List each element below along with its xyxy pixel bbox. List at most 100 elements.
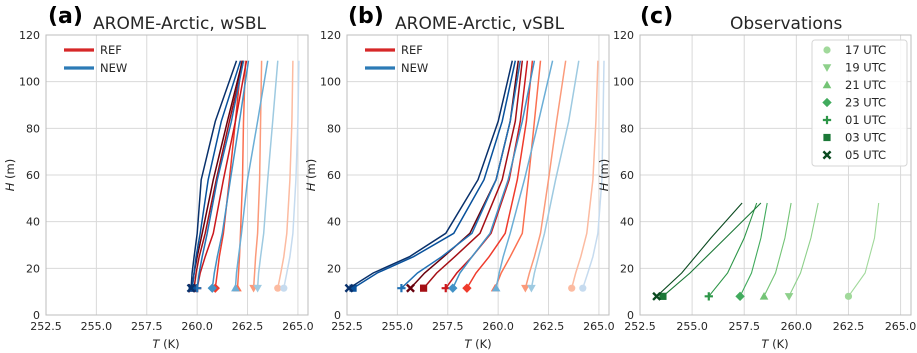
series-line-b-new-11 — [400, 60, 522, 289]
series-marker-b-new-11 — [397, 284, 406, 293]
series-line-c-obs-1 — [788, 202, 819, 297]
series-line-c-obs-3 — [739, 202, 768, 297]
series-line-b-ref-2 — [494, 60, 542, 289]
series-line-c-obs-6 — [656, 202, 743, 297]
series-line-c-obs-2 — [763, 202, 792, 297]
xlabel-a: T (K) — [152, 337, 179, 351]
series-line-a-ref-4 — [196, 60, 248, 289]
series-line-b-new-7 — [582, 60, 605, 289]
xlabel-var-b: T — [464, 337, 472, 351]
ylabel-unit-b: (m) — [304, 159, 318, 183]
ylabel-a: H (m) — [3, 159, 17, 192]
legend-b: REF NEW — [365, 43, 428, 75]
legend-marker-c-1 — [822, 64, 832, 72]
y-tick-label-a-6: 120 — [19, 29, 40, 42]
y-tick-label-a-1: 20 — [26, 262, 40, 275]
legend-marker-c-5 — [823, 133, 831, 142]
legend-label-c-2: 21 UTC — [845, 78, 886, 92]
y-tick-label-a-4: 80 — [26, 122, 40, 135]
y-tick-label-b-5: 100 — [320, 76, 341, 89]
series-line-a-new-13 — [190, 60, 238, 289]
legend-label-c-3: 23 UTC — [845, 96, 886, 110]
xlabel-unit-c: (K) — [768, 337, 788, 351]
series-marker-c-obs-6 — [652, 291, 662, 301]
panel-title-b: AROME-Arctic, vSBL — [395, 14, 565, 34]
series-line-b-ref-3 — [466, 60, 534, 289]
series-a — [186, 60, 300, 293]
y-tick-label-c-5: 100 — [613, 76, 634, 89]
plot-frame-c — [639, 34, 912, 316]
x-tick-label-c-5: 265.0 — [885, 320, 917, 333]
x-tick-label-b-1: 255.0 — [382, 320, 414, 333]
series-marker-a-new-7 — [280, 284, 288, 292]
panel-letter-c: (c) — [640, 4, 673, 29]
y-tick-label-b-2: 40 — [327, 216, 341, 229]
x-tick-label-c-0: 252.5 — [624, 320, 656, 333]
y-tick-label-c-6: 120 — [613, 29, 634, 42]
x-tick-label-b-4: 262.5 — [533, 320, 565, 333]
legend-marker-c-3 — [822, 97, 832, 108]
legend-marker-c-2 — [822, 80, 832, 89]
legend-label-new-a: NEW — [100, 61, 127, 75]
series-marker-b-new-10 — [448, 283, 458, 293]
series-marker-b-new-7 — [579, 284, 587, 292]
series-marker-a-new-10 — [207, 283, 217, 293]
y-tick-label-a-2: 40 — [26, 216, 40, 229]
series-c — [652, 202, 880, 302]
series-line-a-new-11 — [196, 60, 245, 289]
series-line-c-obs-0 — [848, 202, 880, 297]
xticks-c: 252.5 255.0 257.5 260.0 262.5 265.0 — [624, 320, 916, 333]
y-tick-label-c-1: 20 — [620, 262, 634, 275]
series-marker-b-new-12 — [349, 284, 357, 292]
series-line-b-new-9 — [495, 60, 554, 289]
legend-label-c-4: 01 UTC — [845, 113, 886, 127]
x-tick-label-c-3: 260.0 — [781, 320, 813, 333]
ylabel-c: H (m) — [597, 159, 611, 192]
ylabel-unit-c: (m) — [597, 159, 611, 183]
series-line-b-new-12 — [352, 60, 517, 289]
series-marker-c-obs-3 — [735, 291, 745, 302]
ylabel-b: H (m) — [304, 159, 318, 192]
series-line-b-new-8 — [530, 60, 580, 289]
series-marker-a-new-8 — [253, 284, 262, 293]
x-tick-label-b-2: 257.5 — [432, 320, 464, 333]
x-tick-label-c-4: 262.5 — [833, 320, 865, 333]
panel-letter-a: (a) — [48, 4, 83, 29]
series-marker-c-obs-1 — [784, 293, 794, 301]
legend-label-new-b: NEW — [401, 61, 428, 75]
y-tick-label-c-0: 0 — [627, 309, 634, 322]
series-line-c-obs-5 — [662, 202, 762, 297]
yticks-c: 0 20 40 60 80 100 120 — [613, 29, 634, 322]
yticks-b: 0 20 40 60 80 100 120 — [320, 29, 341, 322]
x-tick-label-b-3: 260.0 — [482, 320, 514, 333]
series-line-a-ref-2 — [236, 60, 247, 289]
series-marker-b-new-9 — [491, 283, 501, 292]
y-tick-label-a-3: 60 — [26, 169, 40, 182]
series-line-a-new-9 — [234, 60, 269, 289]
y-tick-label-b-1: 20 — [327, 262, 341, 275]
legend-label-c-1: 19 UTC — [845, 61, 886, 75]
legend-label-c-0: 17 UTC — [845, 43, 886, 57]
ylabel-var-a: H — [3, 182, 17, 191]
xlabel-unit-a: (K) — [159, 337, 179, 351]
legend-c: 17 UTC 19 UTC 21 UTC 23 UTC 01 UTC 03 UTC 05 U… — [811, 39, 908, 167]
series-marker-b-ref-0 — [568, 284, 576, 292]
series-line-b-new-13 — [348, 60, 514, 289]
x-tick-label-a-2: 257.5 — [131, 320, 163, 333]
legend-a: REF NEW — [64, 43, 127, 75]
xlabel-unit-b: (K) — [471, 337, 491, 351]
x-tick-label-a-1: 255.0 — [81, 320, 113, 333]
plot-frame-b — [346, 34, 610, 316]
ylabel-unit-a: (m) — [3, 159, 17, 183]
legend-marker-c-4 — [822, 115, 832, 125]
legend-marker-c-6 — [822, 150, 832, 160]
series-marker-b-ref-1 — [521, 284, 530, 293]
legend-label-c-5: 03 UTC — [845, 131, 886, 145]
legend-label-c-6: 05 UTC — [845, 148, 886, 162]
xlabel-var-a: T — [152, 337, 160, 351]
panel-b: (b) AROME-Arctic, vSBL 0 20 40 60 80 100 120 2… — [304, 4, 615, 351]
series-marker-a-new-13 — [186, 283, 196, 293]
series-line-a-ref-5 — [193, 60, 245, 289]
